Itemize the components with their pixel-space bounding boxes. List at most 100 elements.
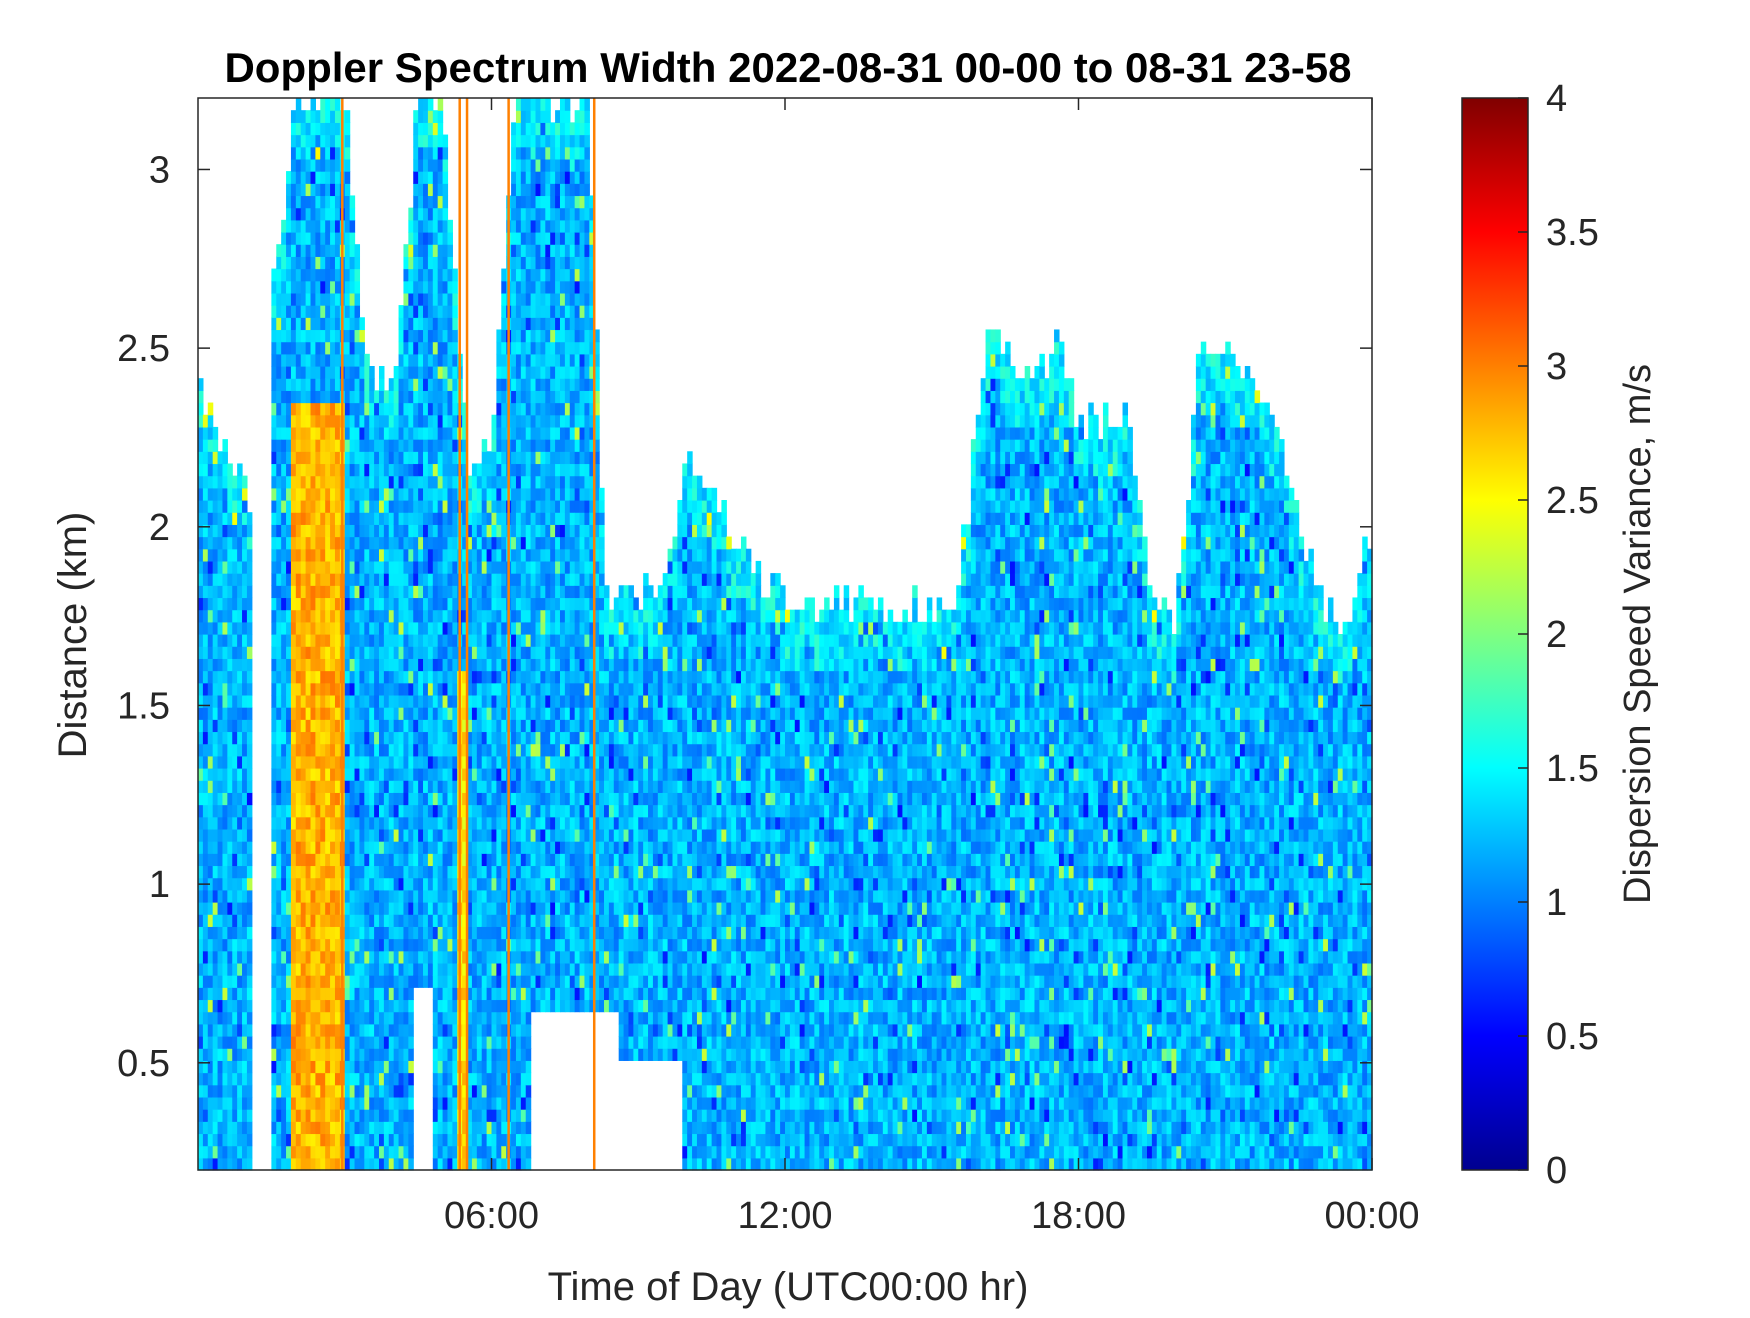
heatmap-cell [462, 1145, 468, 1159]
heatmap-cell [408, 1072, 414, 1086]
heatmap-cell [227, 1145, 233, 1159]
heatmap-cell [242, 743, 248, 757]
heatmap-cell [295, 390, 302, 404]
heatmap-cell [232, 609, 238, 623]
heatmap-cell [398, 694, 405, 708]
heatmap-cell [462, 926, 468, 940]
heatmap-cell [540, 195, 546, 209]
heatmap-cell [359, 487, 365, 501]
heatmap-cell [295, 244, 302, 257]
heatmap-cell [202, 426, 209, 440]
heatmap-cell [349, 402, 356, 416]
heatmap-cell [369, 755, 375, 769]
heatmap-cell [290, 1060, 297, 1074]
heatmap-cell [207, 1121, 214, 1135]
heatmap-cell [315, 426, 321, 440]
heatmap-cell [540, 658, 546, 672]
heatmap-cell [437, 682, 444, 696]
heatmap-cell [222, 999, 228, 1013]
heatmap-cell [511, 256, 517, 270]
heatmap-cell [212, 670, 219, 684]
heatmap-cell [525, 183, 532, 197]
heatmap-cell [344, 475, 351, 489]
heatmap-cell [310, 792, 316, 806]
heatmap-cell [315, 597, 321, 611]
heatmap-cell [369, 1036, 375, 1049]
heatmap-cell [330, 658, 336, 672]
heatmap-cell [481, 780, 488, 793]
heatmap-cell [364, 597, 370, 611]
heatmap-cell [530, 207, 537, 221]
heatmap-cell [330, 232, 336, 245]
heatmap-cell [437, 1048, 444, 1061]
heatmap-cell [413, 280, 419, 294]
heatmap-cell [310, 1060, 316, 1074]
heatmap-cell [222, 585, 228, 599]
heatmap-cell [427, 634, 434, 647]
heatmap-cell [344, 902, 351, 915]
heatmap-cell [408, 475, 414, 489]
heatmap-cell [476, 792, 483, 806]
heatmap-cell [447, 694, 453, 708]
heatmap-cell [511, 341, 517, 355]
heatmap-cell [520, 305, 527, 318]
heatmap-cell [359, 975, 365, 988]
heatmap-cell [290, 816, 297, 830]
heatmap-cell [286, 634, 292, 647]
heatmap-cell [325, 1011, 331, 1025]
heatmap-cell [418, 475, 424, 489]
heatmap-cell [501, 804, 507, 818]
heatmap-cell [320, 658, 326, 672]
heatmap-cell [354, 1109, 361, 1122]
heatmap-cell [452, 597, 458, 611]
heatmap-cell [452, 1121, 458, 1135]
heatmap-cell [295, 1157, 302, 1171]
heatmap-cell [325, 463, 331, 477]
heatmap-cell [515, 682, 522, 696]
heatmap-cell [212, 938, 219, 952]
heatmap-cell [403, 853, 409, 867]
heatmap-cell [511, 670, 517, 684]
heatmap-cell [530, 877, 537, 891]
heatmap-cell [432, 548, 439, 562]
heatmap-cell [486, 755, 493, 769]
heatmap-cell [281, 707, 287, 720]
heatmap-cell [330, 195, 336, 209]
heatmap-cell [423, 171, 429, 184]
heatmap-cell [334, 658, 341, 672]
heatmap-cell [305, 439, 312, 452]
heatmap-cell [408, 634, 414, 647]
heatmap-cell [437, 317, 444, 331]
heatmap-cell [540, 914, 546, 927]
heatmap-cell [388, 755, 395, 769]
heatmap-cell [349, 378, 356, 391]
heatmap-cell [344, 524, 351, 538]
heatmap-cell [237, 1072, 243, 1086]
heatmap-cell [246, 877, 253, 891]
heatmap-cell [334, 719, 341, 733]
heatmap-cell [525, 305, 532, 318]
heatmap-cell [354, 1084, 361, 1098]
heatmap-cell [305, 207, 312, 221]
heatmap-cell [354, 341, 361, 355]
heatmap-cell [310, 353, 316, 367]
heatmap-cell [408, 828, 414, 842]
heatmap-cell [393, 1011, 400, 1025]
heatmap-cell [437, 232, 444, 245]
heatmap-cell [515, 463, 522, 477]
heatmap-cell [276, 853, 282, 867]
heatmap-cell [202, 938, 209, 952]
heatmap-cell [344, 914, 351, 927]
heatmap-cell [515, 634, 522, 647]
heatmap-cell [354, 244, 361, 257]
heatmap-cell [295, 938, 302, 952]
heatmap-cell [432, 1121, 439, 1135]
heatmap-cell [237, 1121, 243, 1135]
heatmap-cell [242, 1036, 248, 1049]
heatmap-cell [198, 865, 204, 879]
heatmap-cell [344, 1109, 351, 1122]
heatmap-cell [349, 305, 356, 318]
heatmap-cell [535, 768, 542, 781]
heatmap-cell [290, 1145, 297, 1159]
heatmap-cell [325, 707, 331, 720]
